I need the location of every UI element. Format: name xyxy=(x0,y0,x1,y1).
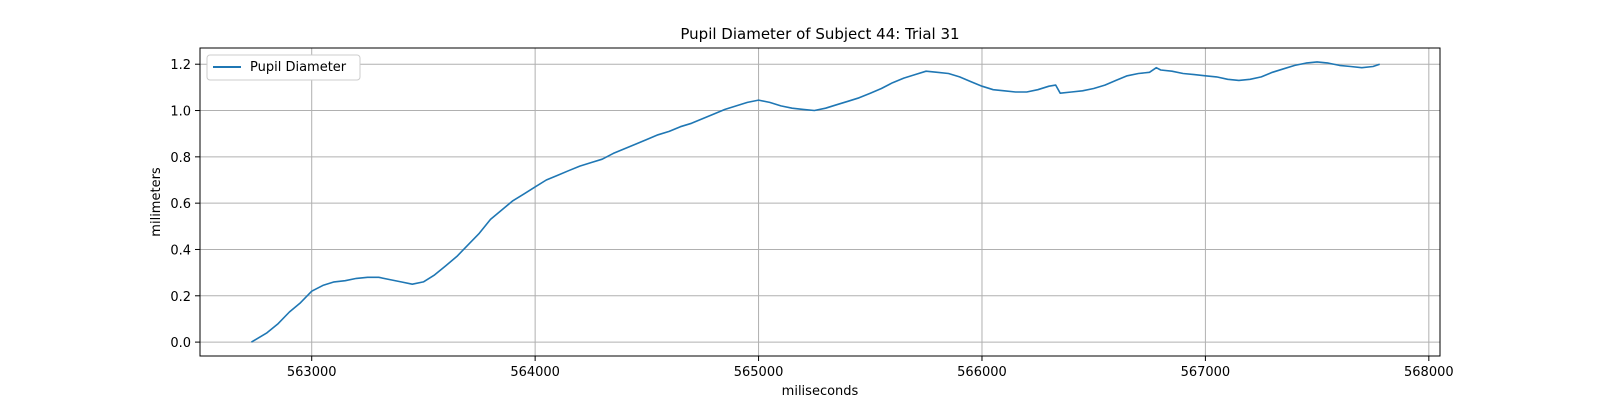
x-tick-label: 566000 xyxy=(957,365,1007,380)
y-axis-label: milimeters xyxy=(149,167,164,237)
tick-marks xyxy=(195,63,1430,361)
y-tick-label: 0.2 xyxy=(170,290,191,305)
y-tick-label: 1.2 xyxy=(170,58,191,73)
series-layer xyxy=(250,61,1380,343)
plot-background xyxy=(200,48,1440,356)
legend-label-pupil-diameter: Pupil Diameter xyxy=(250,60,347,75)
chart-title: Pupil Diameter of Subject 44: Trial 31 xyxy=(680,25,959,43)
y-tick-label: 0.8 xyxy=(170,151,191,166)
legend: Pupil Diameter xyxy=(206,54,361,81)
x-axis-label: miliseconds xyxy=(782,384,859,399)
legend-box xyxy=(206,54,361,81)
y-tick-label: 0.0 xyxy=(170,336,191,351)
grid-lines xyxy=(200,48,1440,356)
x-tick-label: 564000 xyxy=(510,365,560,380)
x-tick-label: 565000 xyxy=(734,365,784,380)
x-tick-label: 568000 xyxy=(1404,365,1454,380)
x-tick-label: 567000 xyxy=(1181,365,1231,380)
y-tick-labels: 0.0 0.2 0.4 0.6 0.8 1.0 1.2 xyxy=(170,58,191,351)
plot-frame xyxy=(199,47,1441,357)
y-tick-label: 0.4 xyxy=(170,243,191,258)
series-line-pupil-diameter xyxy=(250,61,1380,343)
y-tick-label: 0.6 xyxy=(170,197,191,212)
y-tick-label: 1.0 xyxy=(170,105,191,120)
x-tick-labels: 563000 564000 565000 566000 567000 568000 xyxy=(287,365,1454,380)
x-tick-label: 563000 xyxy=(287,365,337,380)
